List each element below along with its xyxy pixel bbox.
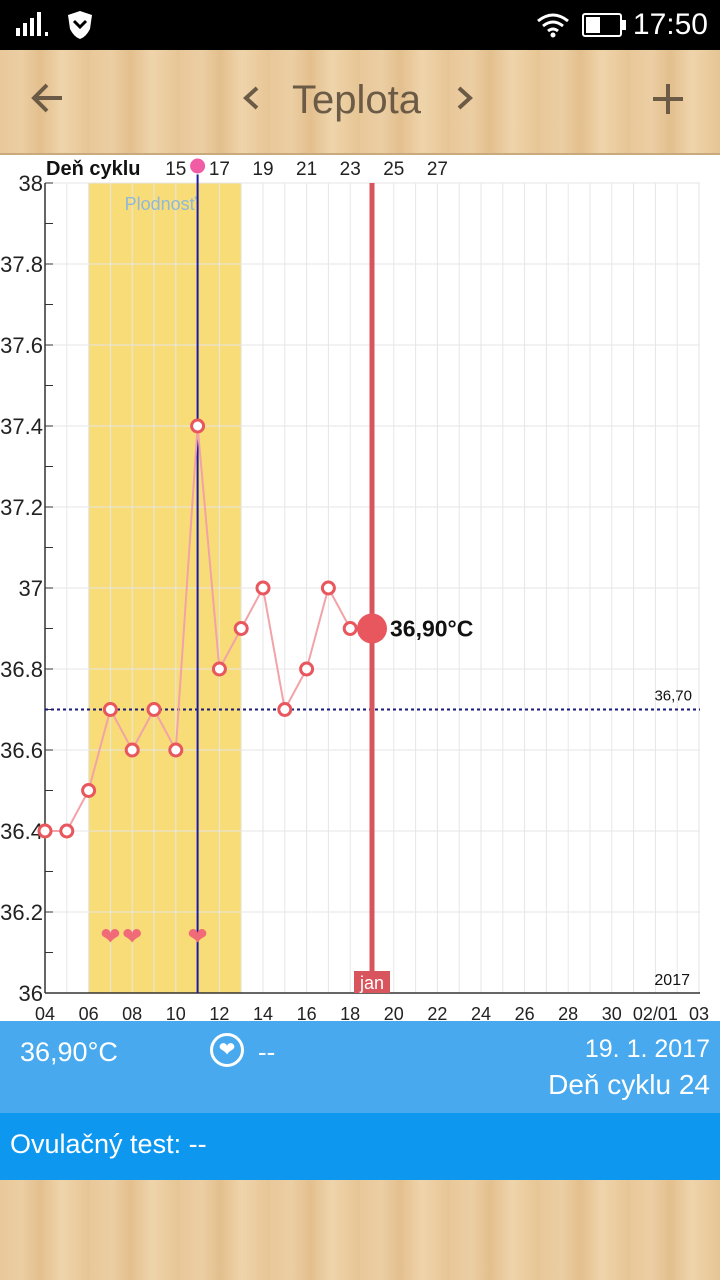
data-point bbox=[320, 580, 336, 596]
data-point bbox=[277, 702, 293, 717]
data-point bbox=[81, 783, 97, 798]
data-point bbox=[190, 418, 206, 434]
chart-svg[interactable]: 38 37.8 37.6 37.4 37.2 37 36.8 36.6 36.4 36.2 3604… bbox=[0, 155, 720, 1024]
x-tick-label: 08 bbox=[122, 1004, 142, 1021]
x-tick-label: 26 bbox=[515, 1004, 535, 1021]
arrow-left-icon[interactable] bbox=[30, 80, 66, 126]
status-time: 17:50 bbox=[632, 8, 708, 41]
x-tick-label: 14 bbox=[253, 1004, 273, 1021]
month-label: jan bbox=[359, 973, 384, 993]
bottom-background bbox=[0, 1180, 720, 1280]
x-tick-label: 28 bbox=[558, 1004, 578, 1021]
selected-temperature: 36,90°C bbox=[20, 1037, 118, 1067]
y-tick-label: 37.6 bbox=[0, 333, 43, 358]
data-point bbox=[342, 621, 358, 636]
data-point bbox=[102, 702, 118, 717]
data-point bbox=[211, 661, 227, 677]
x-tick-label: 20 bbox=[384, 1004, 404, 1021]
y-tick-label: 36.8 bbox=[0, 657, 43, 682]
cycle-day-label: 17 bbox=[209, 159, 230, 180]
x-tick-label: 30 bbox=[602, 1004, 622, 1021]
x-tick-label: 24 bbox=[471, 1004, 491, 1021]
info-panel: 36,90°C ❤ -- 19. 1. 2017 Deň cyklu 24 bbox=[0, 1021, 720, 1113]
year-label: 2017 bbox=[654, 972, 690, 989]
data-point bbox=[124, 742, 140, 758]
fertile-label: Plodnosť bbox=[125, 194, 197, 214]
heart-icon: ❤ bbox=[122, 923, 142, 950]
x-tick-label: 18 bbox=[340, 1004, 360, 1021]
selected-data-point bbox=[357, 613, 387, 644]
x-tick-label: 03 bbox=[689, 1004, 709, 1021]
x-tick-label: 10 bbox=[166, 1004, 186, 1021]
y-tick-label: 36 bbox=[19, 981, 43, 1006]
heart-value: -- bbox=[258, 1037, 276, 1067]
x-tick-label: 02/01 bbox=[633, 1004, 678, 1021]
chevron-left-icon[interactable] bbox=[240, 80, 262, 126]
heart-icon: ❤ bbox=[188, 923, 208, 950]
data-point bbox=[233, 621, 249, 636]
data-point bbox=[146, 702, 162, 717]
data-point bbox=[168, 742, 184, 758]
page-title: Teplota bbox=[292, 78, 421, 122]
signal-icon bbox=[16, 12, 48, 36]
y-tick-label: 36.4 bbox=[0, 819, 43, 844]
y-tick-label: 36.6 bbox=[0, 738, 43, 763]
cycle-day-label: 25 bbox=[383, 159, 404, 180]
x-tick-label: 04 bbox=[35, 1004, 55, 1021]
y-tick-label: 38 bbox=[19, 171, 43, 196]
y-tick-label: 36.2 bbox=[0, 900, 43, 925]
status-bar: 17:50 bbox=[0, 0, 720, 50]
cycle-day-label: 27 bbox=[427, 159, 448, 180]
shield-icon bbox=[68, 11, 92, 39]
cycle-day-label: 21 bbox=[296, 159, 317, 180]
heart-icon[interactable]: ❤ bbox=[210, 1033, 244, 1067]
x-tick-label: 16 bbox=[297, 1004, 317, 1021]
ovulation-marker-icon bbox=[189, 157, 207, 175]
battery-icon bbox=[582, 13, 626, 37]
cycle-day-label: 23 bbox=[340, 159, 361, 180]
data-point bbox=[255, 580, 271, 596]
x-tick-label: 22 bbox=[427, 1004, 447, 1021]
wifi-icon bbox=[537, 13, 569, 38]
data-point bbox=[59, 823, 75, 839]
heart-icon: ❤ bbox=[100, 923, 120, 950]
cycle-day-label: 15 bbox=[165, 159, 186, 180]
y-tick-label: 37.8 bbox=[0, 252, 43, 277]
reference-label: 36,70 bbox=[654, 688, 692, 705]
selected-value-label: 36,90°C bbox=[390, 616, 473, 642]
data-point bbox=[37, 823, 53, 839]
x-tick-label: 06 bbox=[79, 1004, 99, 1021]
app-bar: Teplota bbox=[0, 50, 720, 155]
plus-icon[interactable] bbox=[650, 74, 686, 129]
month-label-bg bbox=[354, 971, 390, 993]
chevron-right-icon[interactable] bbox=[454, 80, 476, 126]
ovulation-test-bar[interactable]: Ovulačný test: -- bbox=[0, 1113, 720, 1180]
ovulation-test-text: Ovulačný test: -- bbox=[10, 1129, 207, 1159]
selected-date: 19. 1. 2017 bbox=[584, 1035, 710, 1063]
y-tick-label: 37 bbox=[19, 576, 43, 601]
cycle-day-label: 19 bbox=[252, 159, 273, 180]
cycle-axis-label: Deň cyklu bbox=[46, 158, 140, 180]
data-point bbox=[299, 661, 315, 677]
cycle-day: Deň cyklu 24 bbox=[548, 1069, 710, 1100]
y-tick-label: 37.4 bbox=[0, 414, 43, 439]
x-tick-label: 12 bbox=[209, 1004, 229, 1021]
temperature-line bbox=[45, 425, 372, 832]
y-tick-label: 37.2 bbox=[0, 495, 43, 520]
temperature-chart[interactable]: 38 37.8 37.6 37.4 37.2 37 36.8 36.6 36.4 36.2 36 04… bbox=[0, 155, 720, 1024]
